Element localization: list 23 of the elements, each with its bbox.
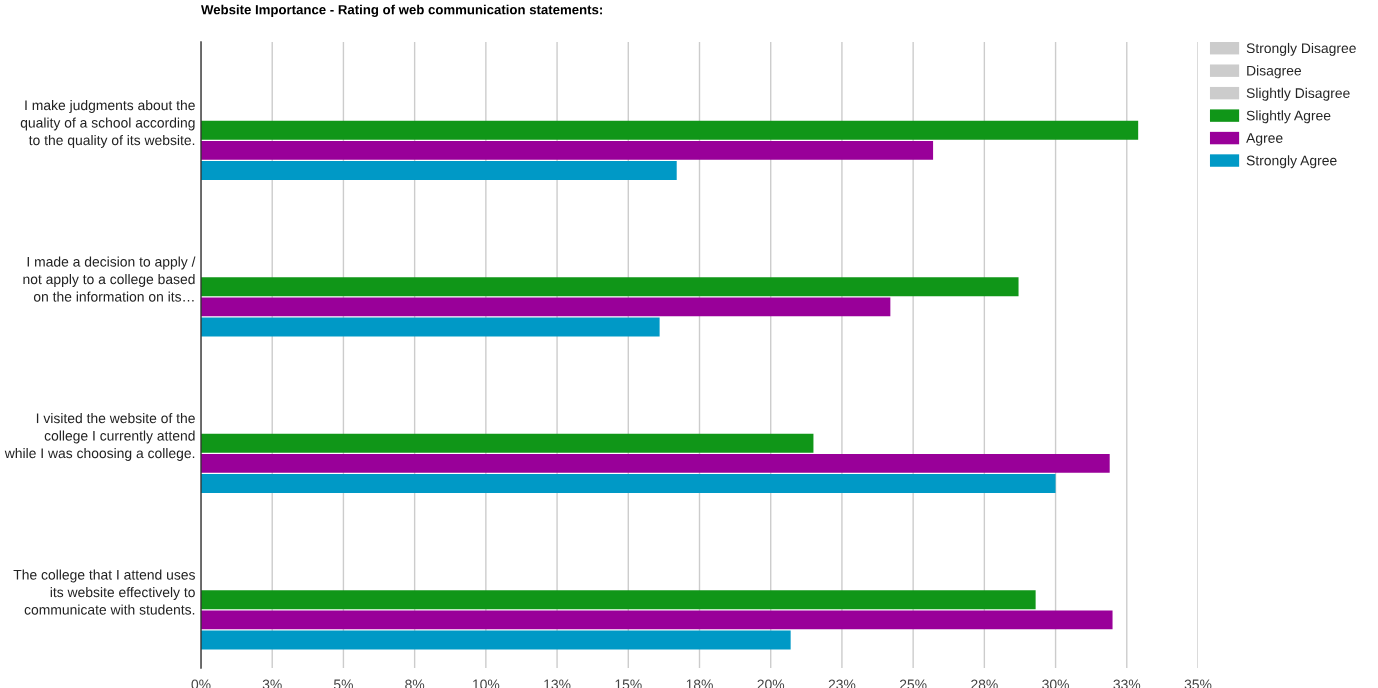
bar bbox=[201, 630, 791, 650]
bar bbox=[201, 120, 1139, 140]
bar bbox=[201, 297, 891, 317]
chart-title: Website Importance - Rating of web communication statements: bbox=[201, 4, 602, 18]
bar bbox=[201, 610, 1113, 630]
y-tick-label: I made a decision to apply / not apply to a college based on the information on its… bbox=[23, 256, 196, 302]
legend-label: Slightly Disagree bbox=[1246, 87, 1350, 101]
y-tick-label: I make judgments about the quality of a school according to the quality of its website. bbox=[20, 100, 195, 148]
legend-label: Strongly Agree bbox=[1246, 155, 1337, 169]
y-tick-label: I visited the website of the college I currently attend while I was choosing a college. bbox=[4, 413, 195, 461]
y-tick-label: The college that I attend uses its website effectively to communicate with students. bbox=[13, 569, 195, 615]
bar bbox=[201, 140, 934, 160]
bar bbox=[201, 453, 1110, 473]
bar bbox=[201, 590, 1036, 610]
bar bbox=[201, 317, 660, 337]
legend-label: Disagree bbox=[1247, 65, 1302, 79]
bar bbox=[201, 161, 677, 180]
legend-label: Strongly Disagree bbox=[1246, 42, 1356, 56]
bar bbox=[201, 474, 1056, 493]
legend-label: Slightly Agree bbox=[1246, 110, 1331, 124]
bar bbox=[201, 433, 814, 453]
legend-label: Agree bbox=[1246, 133, 1283, 146]
bar bbox=[201, 277, 1019, 297]
